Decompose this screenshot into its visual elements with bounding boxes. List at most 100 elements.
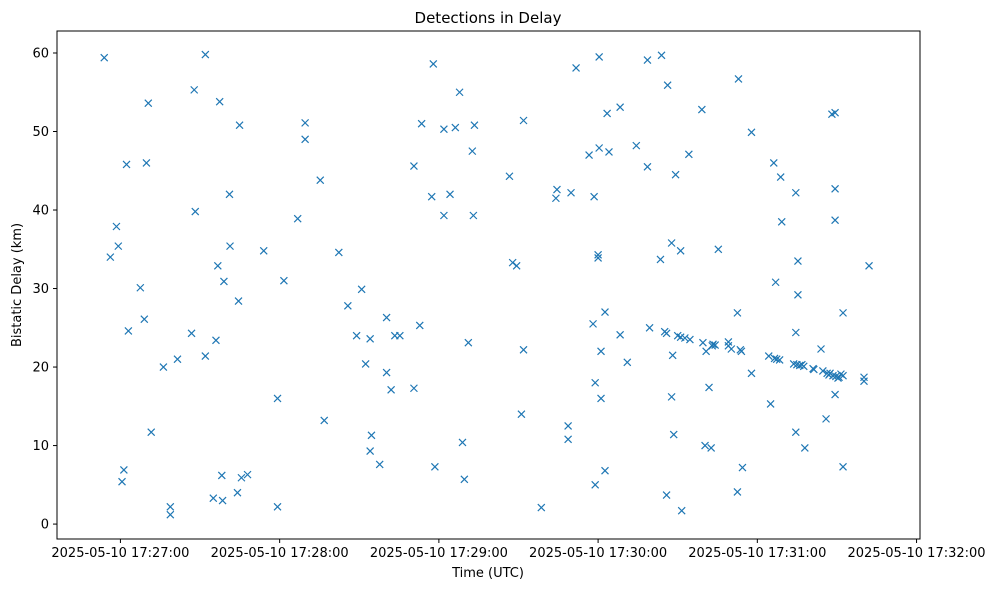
data-point: [537, 503, 546, 512]
data-point: [301, 118, 310, 127]
data-point: [551, 194, 560, 203]
data-point: [800, 443, 809, 452]
data-point: [831, 216, 840, 225]
data-point: [191, 207, 200, 216]
data-point: [237, 473, 246, 482]
data-point: [147, 428, 156, 437]
data-point: [343, 301, 352, 310]
data-point: [410, 162, 418, 170]
data-point: [173, 355, 182, 364]
data-point: [144, 99, 153, 108]
data-point: [839, 462, 847, 471]
data-point: [817, 345, 825, 353]
data-point: [737, 347, 746, 356]
data-point: [464, 338, 473, 347]
data-point: [233, 488, 242, 497]
data-point: [417, 119, 426, 128]
data-point: [684, 150, 693, 159]
data-point: [112, 222, 121, 231]
data-point: [831, 108, 840, 117]
data-point: [623, 358, 632, 367]
data-point: [616, 330, 625, 339]
data-point: [770, 354, 779, 363]
data-point: [114, 242, 123, 251]
data-point: [334, 248, 343, 257]
data-point: [714, 245, 723, 254]
data-point: [794, 290, 802, 299]
data-point: [839, 371, 847, 380]
data-point: [597, 394, 605, 403]
data-point: [215, 97, 224, 106]
data-point: [234, 297, 243, 306]
data-point: [273, 502, 282, 511]
x-tick-label: 2025-05-10 17:29:00: [370, 546, 508, 561]
data-point: [589, 319, 597, 328]
data-point: [601, 308, 609, 317]
data-point: [711, 341, 720, 349]
data-point: [201, 352, 210, 360]
data-point: [769, 158, 778, 167]
data-point: [791, 428, 800, 437]
data-point: [366, 334, 375, 343]
data-point: [733, 308, 742, 317]
data-point: [119, 465, 128, 474]
data-point: [366, 447, 375, 455]
data-point: [777, 217, 786, 226]
data-point: [662, 329, 671, 338]
data-point: [747, 369, 756, 378]
data-point: [685, 335, 694, 344]
data-point: [553, 185, 561, 194]
data-point: [430, 462, 439, 471]
data-point: [794, 257, 802, 265]
data-point: [645, 323, 654, 332]
data-point: [460, 475, 469, 484]
data-point: [799, 362, 808, 371]
data-point: [124, 327, 133, 335]
data-point: [519, 116, 528, 125]
data-point: [219, 277, 228, 286]
data-point: [860, 377, 868, 386]
data-points: [100, 50, 873, 519]
data-point: [766, 400, 775, 408]
data-point: [591, 480, 600, 489]
data-point: [446, 190, 454, 199]
data-point: [594, 253, 603, 262]
data-point: [375, 460, 384, 469]
x-tick-label: 2025-05-10 17:28:00: [211, 546, 349, 561]
data-point: [632, 141, 641, 150]
data-point: [512, 261, 521, 270]
data-point: [212, 336, 220, 345]
data-point: [594, 250, 603, 259]
data-point: [201, 50, 210, 59]
data-point: [572, 63, 580, 72]
data-point: [320, 416, 329, 425]
data-point: [352, 331, 361, 340]
data-point: [455, 88, 464, 97]
data-point: [166, 510, 175, 519]
data-point: [427, 192, 436, 201]
data-point: [505, 172, 514, 181]
data-point: [603, 109, 612, 118]
data-point: [519, 345, 528, 354]
data-point: [657, 51, 666, 60]
y-tick-label: 40: [32, 204, 49, 219]
data-point: [517, 410, 526, 419]
data-point: [701, 441, 709, 450]
x-tick-label: 2025-05-10 17:32:00: [848, 546, 986, 561]
x-tick-label: 2025-05-10 17:27:00: [51, 546, 189, 561]
data-point: [865, 261, 873, 270]
data-point: [468, 147, 477, 156]
data-point: [567, 188, 575, 197]
data-point: [709, 340, 717, 349]
data-point: [775, 356, 784, 364]
data-point: [776, 173, 785, 181]
data-point: [822, 414, 830, 423]
data-point: [140, 315, 149, 324]
data-point: [809, 365, 818, 374]
data-point: [190, 85, 199, 94]
y-tick-label: 30: [32, 282, 49, 297]
data-point: [118, 477, 126, 486]
x-axis-ticks: 2025-05-10 17:27:00 2025-05-10 17:28:00 20…: [51, 539, 986, 561]
y-axis-label: Bistatic Delay (km): [10, 223, 25, 347]
data-point: [429, 60, 438, 68]
